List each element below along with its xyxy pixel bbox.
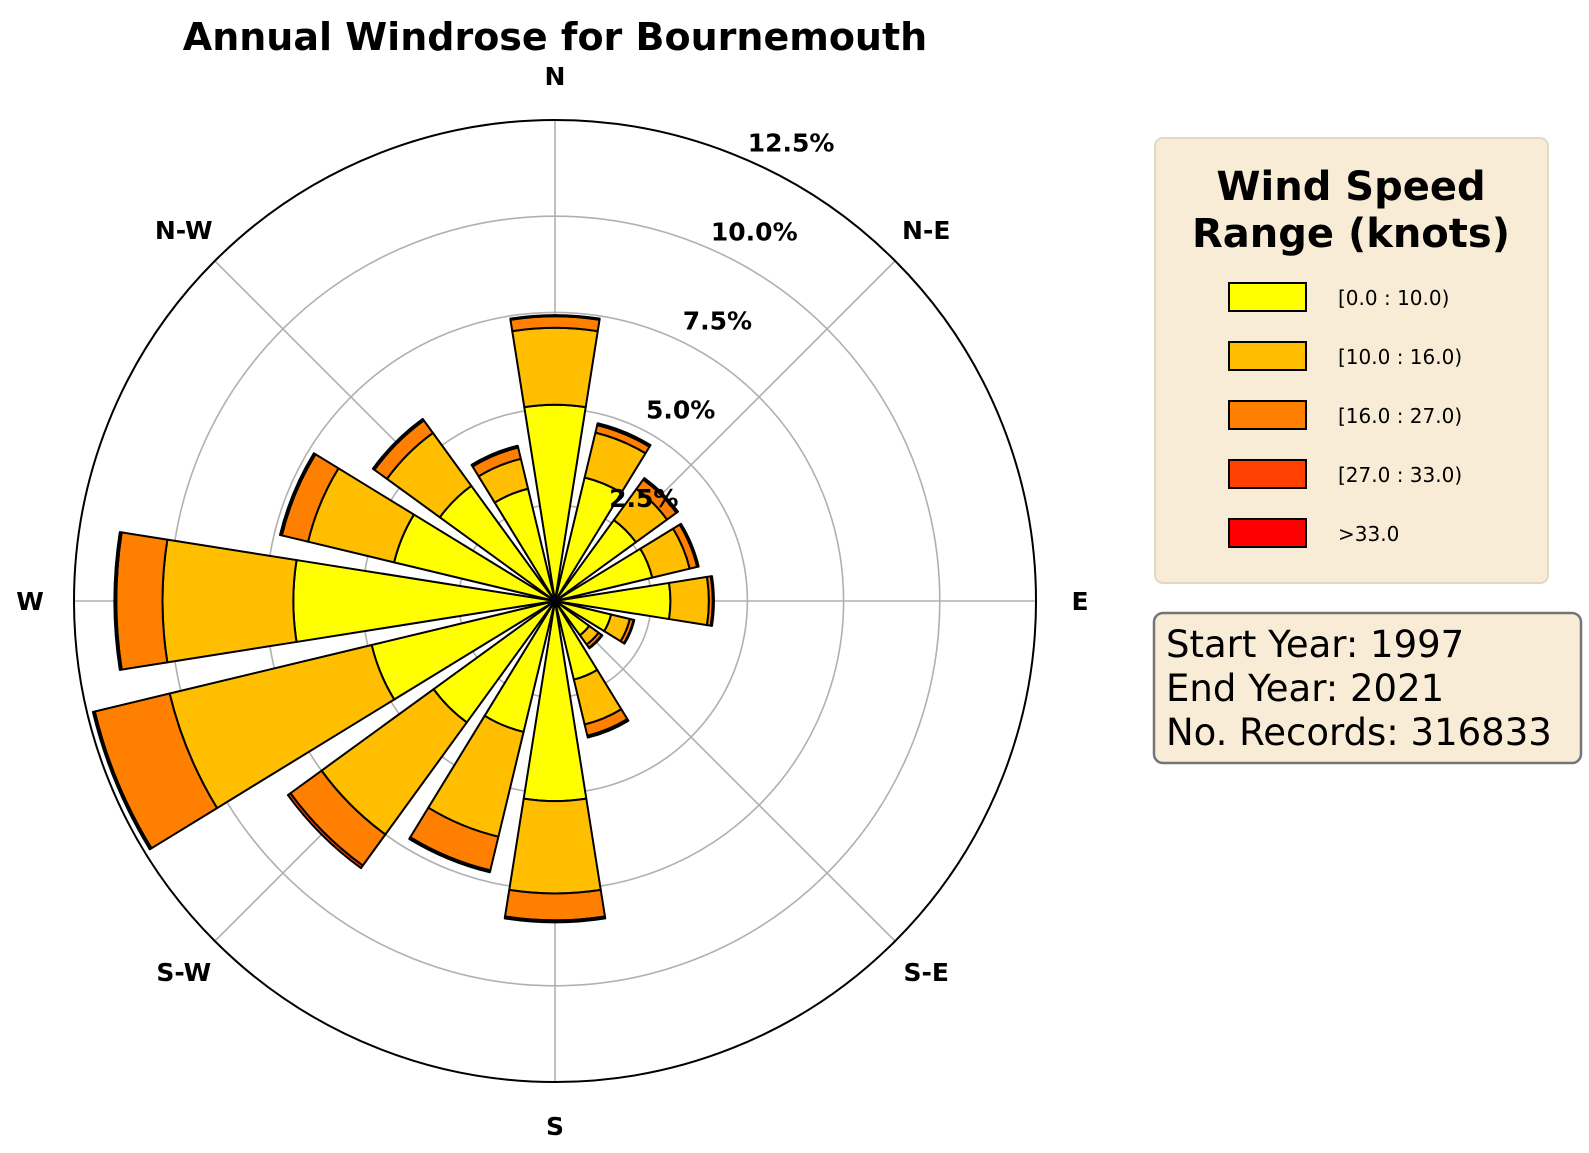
compass-label-s: S (546, 1112, 564, 1141)
bar-n-bin-2 (512, 328, 597, 407)
legend-label: [0.0 : 10.0) (1338, 286, 1449, 310)
bar-e-bin-2 (669, 577, 709, 625)
compass-label-n-w: N-W (155, 216, 213, 245)
grid-spoke (555, 601, 895, 941)
info-start-year: Start Year: 1997 (1166, 623, 1464, 666)
radial-tick-label: 2.5% (609, 484, 678, 513)
info-records: No. Records: 316833 (1166, 711, 1552, 754)
radial-tick-label: 10.0% (711, 217, 798, 246)
legend-label: [16.0 : 27.0) (1338, 404, 1462, 428)
legend-swatch (1229, 401, 1306, 429)
compass-label-n-e: N-E (902, 216, 950, 245)
compass-label-w: W (16, 587, 44, 616)
bar-s-bin-3 (505, 890, 605, 921)
info-box: Start Year: 1997 End Year: 2021 No. Reco… (1154, 613, 1581, 763)
compass-label-s-e: S-E (903, 958, 948, 987)
bar-w-bin-2 (163, 540, 297, 663)
legend-label: [10.0 : 16.0) (1338, 345, 1462, 369)
bar-s-bin-2 (509, 799, 601, 894)
chart-title: Annual Windrose for Bournemouth (183, 15, 927, 59)
bar-w-bin-3 (116, 532, 167, 669)
compass-label-s-w: S-W (156, 958, 211, 987)
legend-title-line-1: Wind Speed (1216, 164, 1485, 210)
info-end-year: End Year: 2021 (1166, 667, 1444, 710)
legend-title-line-2: Range (knots) (1192, 211, 1510, 257)
radial-tick-label: 5.0% (646, 395, 715, 424)
radial-tick-label: 12.5% (748, 129, 835, 158)
legend: Wind Speed Range (knots) [0.0 : 10.0) [10… (1155, 138, 1548, 583)
legend-label: [27.0 : 33.0) (1338, 463, 1462, 487)
legend-swatch (1229, 519, 1306, 547)
legend-swatch (1229, 460, 1306, 488)
wind-bars (93, 315, 714, 922)
legend-swatch (1229, 283, 1306, 311)
compass-label-e: E (1071, 587, 1088, 616)
legend-label: >33.0 (1338, 522, 1399, 546)
compass-label-n: N (545, 62, 566, 91)
radial-tick-label: 7.5% (683, 306, 752, 335)
legend-swatch (1229, 342, 1306, 370)
